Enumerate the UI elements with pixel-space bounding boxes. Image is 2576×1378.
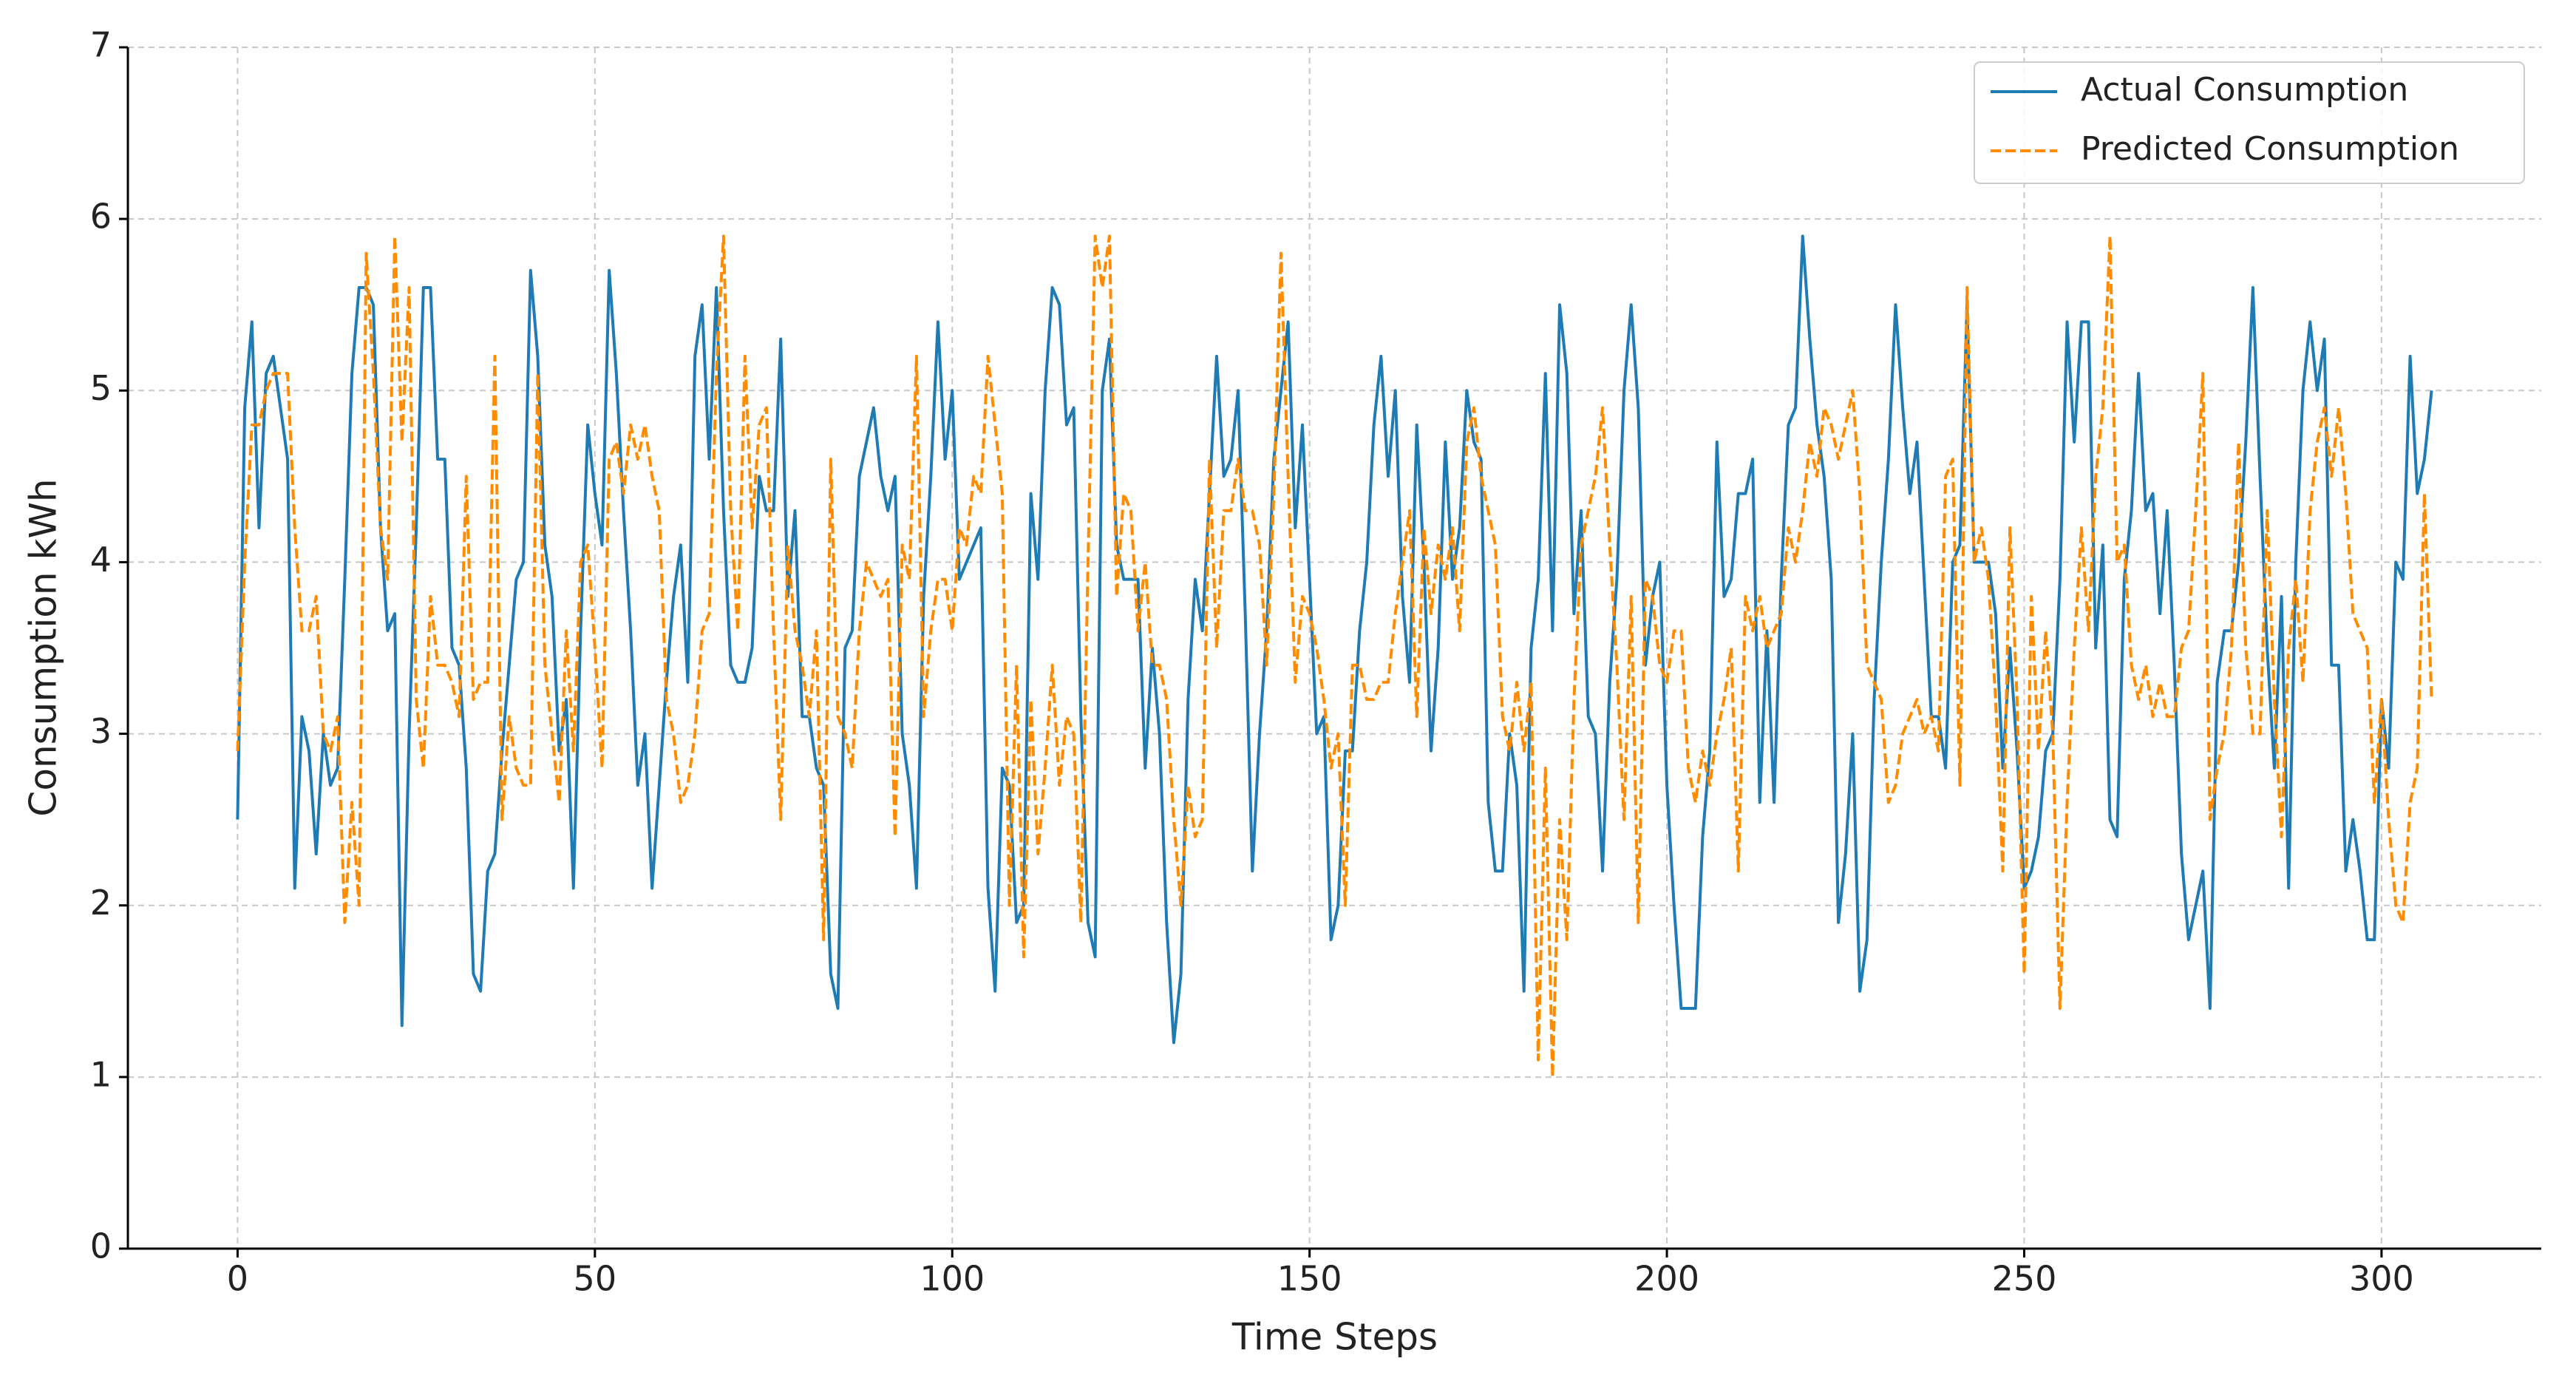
y-tick-label: 5 [90,368,112,408]
legend-label: Predicted Consumption [2081,130,2459,168]
x-tick-label: 100 [920,1259,985,1299]
x-tick-label: 0 [227,1259,248,1299]
legend-box [1974,61,2525,184]
y-tick-label: 1 [90,1054,112,1094]
y-tick-label: 7 [90,25,112,65]
y-axis-label: Consumption kWh [22,478,65,816]
x-tick-label: 250 [1992,1259,2057,1299]
x-tick-label: 50 [574,1259,617,1299]
legend: Actual Consumption Predicted Consumption [1974,61,2525,184]
x-axis-label: Time Steps [1231,1316,1438,1359]
y-tick-label: 4 [90,540,112,580]
y-tick-label: 3 [90,711,112,751]
legend-label: Actual Consumption [2081,71,2408,109]
data-line [236,234,2433,1045]
x-tick-label: 200 [1634,1259,1699,1299]
x-tick-label: 150 [1277,1259,1342,1299]
y-tick-label: 2 [90,883,112,923]
data-line [236,234,2433,1079]
y-tick-label: 6 [90,197,112,237]
x-tick-label: 300 [2349,1259,2414,1299]
y-tick-label: 0 [90,1226,112,1266]
